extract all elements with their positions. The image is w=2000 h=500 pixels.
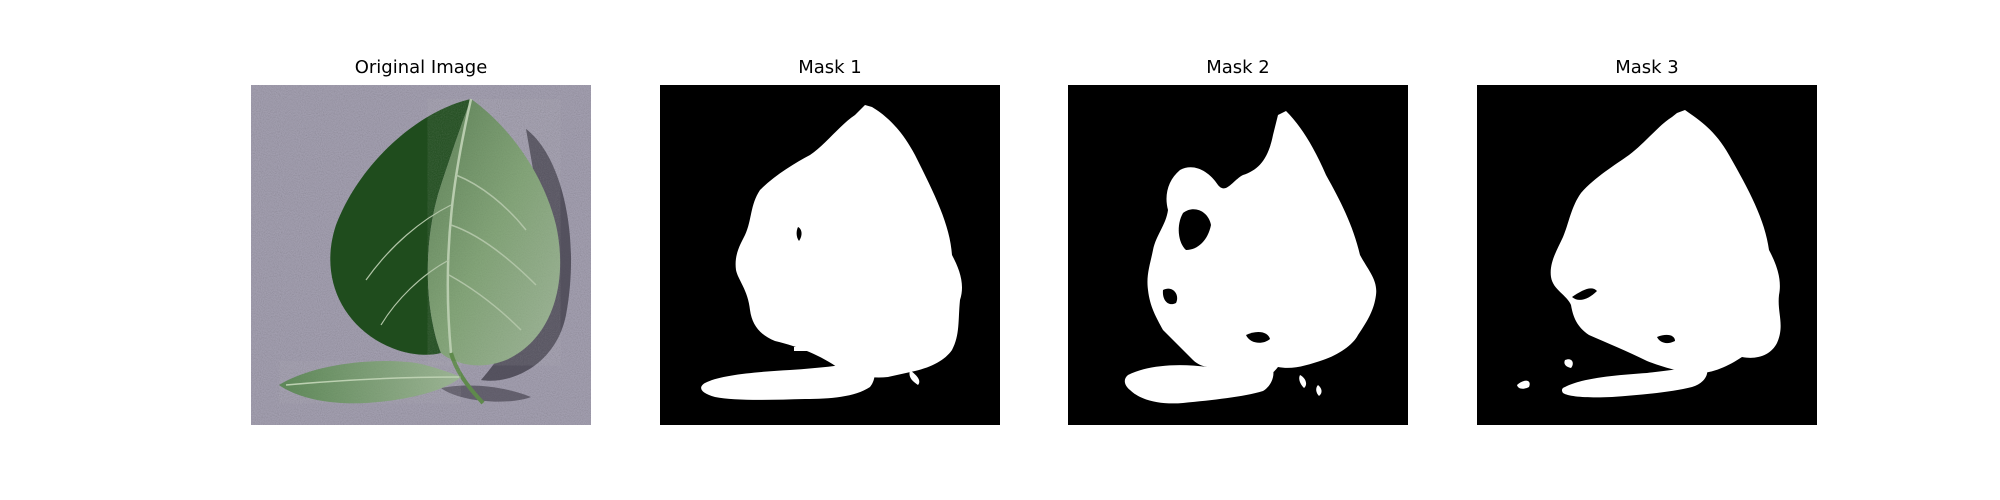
panel-title: Original Image bbox=[354, 57, 488, 78]
mask-3-image bbox=[1477, 85, 1817, 425]
mask-2-image bbox=[1068, 85, 1408, 425]
panel-title: Mask 1 bbox=[798, 57, 862, 78]
original-image bbox=[251, 85, 591, 425]
panel-title: Mask 3 bbox=[1615, 57, 1679, 78]
panel-title: Mask 2 bbox=[1206, 57, 1270, 78]
mask-1-image bbox=[660, 85, 1000, 425]
